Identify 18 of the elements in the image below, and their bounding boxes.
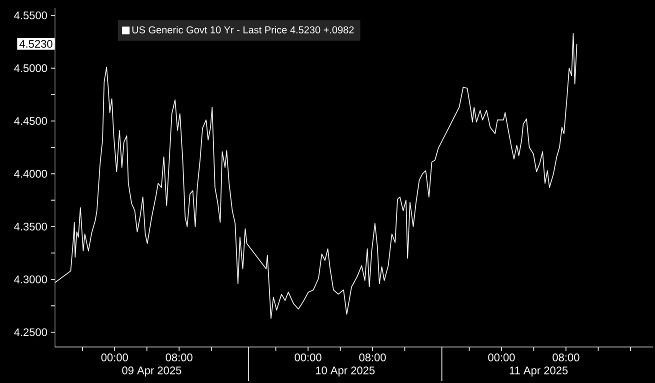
y-tick-label: 4.4500: [14, 117, 48, 125]
y-tick-label: 4.2500: [14, 328, 48, 336]
legend-label: US Generic Govt 10 Yr - Last Price 4.5230 +.0982: [132, 26, 354, 34]
x-tick-label: 00:00: [488, 354, 515, 362]
x-tick-label: 08:00: [552, 354, 580, 362]
y-tick-label: 4.4000: [14, 170, 48, 178]
y-tick-label: 4.5500: [14, 12, 48, 20]
x-tick-label: 08:00: [166, 354, 192, 362]
y-tick-label: 4.3000: [14, 276, 48, 284]
x-tick-label: 00:00: [101, 354, 128, 362]
x2-tick-label: 10 Apr 2025: [316, 366, 375, 376]
y-tick-label: 4.3500: [14, 222, 48, 231]
x-tick-label: 00:00: [294, 354, 322, 362]
x-tick-label: 08:00: [359, 354, 386, 362]
annotation: 4.5230: [19, 40, 52, 48]
y-tick-label: 4.5000: [14, 64, 48, 72]
x2-tick-label: 11 Apr 2025: [510, 366, 568, 376]
x2-tick-label: 09 Apr 2025: [122, 366, 182, 376]
